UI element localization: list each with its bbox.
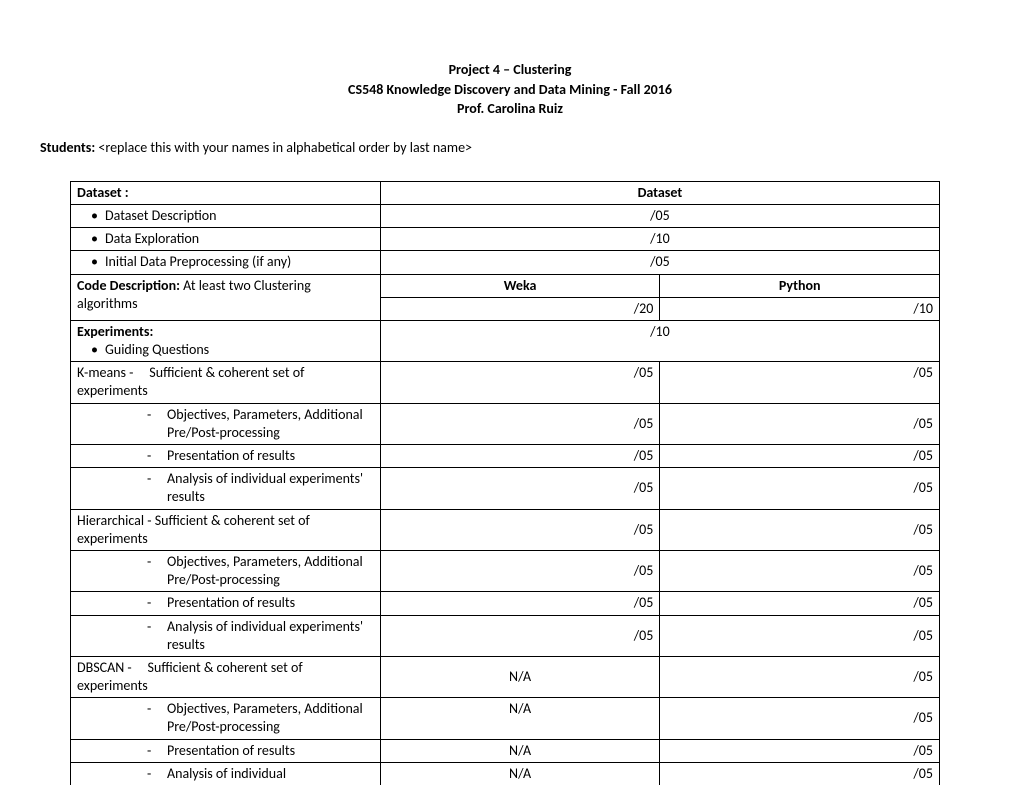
dbscan-sufficient-cell: DBSCAN - Sufficient & coherent set of ex… <box>71 656 381 697</box>
table-row: Objectives, Parameters, Additional Pre/P… <box>71 403 940 444</box>
score-cell: /05 <box>660 468 940 509</box>
table-row: Analysis of individual experiments' resu… <box>71 615 940 656</box>
score-cell: /05 <box>660 445 940 468</box>
dbscan-presentation-cell: Presentation of results <box>71 739 381 762</box>
rubric-table: Dataset : Dataset Dataset Description /0… <box>70 181 940 785</box>
experiments-cell: Experiments: Guiding Questions <box>71 320 381 361</box>
code-desc-cell: Code Description: At least two Clusterin… <box>71 274 381 320</box>
score-cell: /05 <box>660 615 940 656</box>
na-cell: N/A <box>380 762 660 785</box>
score-cell: /05 <box>660 762 940 785</box>
dbscan-objectives-cell: Objectives, Parameters, Additional Pre/P… <box>71 698 381 739</box>
table-row: Data Exploration /10 <box>71 228 940 251</box>
weka-header-cell: Weka <box>380 274 660 297</box>
page-header: Project 4 – Clustering CS548 Knowledge D… <box>40 60 980 119</box>
score-cell: /05 <box>660 698 940 739</box>
table-row: Dataset Description /05 <box>71 204 940 227</box>
python-header-cell: Python <box>660 274 940 297</box>
table-row: Dataset : Dataset <box>71 181 940 204</box>
score-cell: /10 <box>660 297 940 320</box>
kmeans-presentation-cell: Presentation of results <box>71 445 381 468</box>
professor-name: Prof. Carolina Ruiz <box>40 99 980 119</box>
na-cell: N/A <box>380 656 660 697</box>
dbscan-analysis-cell: Analysis of individual <box>71 762 381 785</box>
score-cell: /05 <box>380 468 660 509</box>
table-row: K-means - Sufficient & coherent set of e… <box>71 362 940 403</box>
table-row: Analysis of individual N/A /05 <box>71 762 940 785</box>
table-row: DBSCAN - Sufficient & coherent set of ex… <box>71 656 940 697</box>
table-row: Code Description: At least two Clusterin… <box>71 274 940 297</box>
data-exploration-cell: Data Exploration <box>71 228 381 251</box>
table-row: Hierarchical - Sufficient & coherent set… <box>71 509 940 550</box>
score-cell: /20 <box>380 297 660 320</box>
hierarchical-objectives-cell: Objectives, Parameters, Additional Pre/P… <box>71 550 381 591</box>
hierarchical-analysis-cell: Analysis of individual experiments' resu… <box>71 615 381 656</box>
hierarchical-sufficient-cell: Hierarchical - Sufficient & coherent set… <box>71 509 381 550</box>
dataset-label-cell: Dataset : <box>71 181 381 204</box>
table-row: Objectives, Parameters, Additional Pre/P… <box>71 550 940 591</box>
score-cell: /05 <box>660 403 940 444</box>
score-cell: /05 <box>660 656 940 697</box>
table-row: Objectives, Parameters, Additional Pre/P… <box>71 698 940 739</box>
kmeans-analysis-cell: Analysis of individual experiments' resu… <box>71 468 381 509</box>
score-cell: /05 <box>660 739 940 762</box>
table-row: Initial Data Preprocessing (if any) /05 <box>71 251 940 274</box>
score-cell: /05 <box>660 509 940 550</box>
initial-preprocessing-cell: Initial Data Preprocessing (if any) <box>71 251 381 274</box>
score-cell: /05 <box>380 509 660 550</box>
na-cell: N/A <box>380 698 660 739</box>
students-placeholder: <replace this with your names in alphabe… <box>98 139 472 156</box>
table-row: Presentation of results /05 /05 <box>71 445 940 468</box>
students-line: Students: <replace this with your names … <box>40 139 980 156</box>
students-label: Students: <box>40 139 95 156</box>
score-cell: /05 <box>380 204 939 227</box>
table-row: Analysis of individual experiments' resu… <box>71 468 940 509</box>
score-cell: /05 <box>660 362 940 403</box>
score-cell: /05 <box>380 592 660 615</box>
project-title: Project 4 – Clustering <box>40 60 980 80</box>
dataset-desc-cell: Dataset Description <box>71 204 381 227</box>
score-cell: /10 <box>380 320 939 361</box>
score-cell: /05 <box>660 592 940 615</box>
score-cell: /05 <box>380 445 660 468</box>
score-cell: /05 <box>380 550 660 591</box>
dataset-header-cell: Dataset <box>380 181 939 204</box>
table-row: Presentation of results /05 /05 <box>71 592 940 615</box>
table-row: Presentation of results N/A /05 <box>71 739 940 762</box>
score-cell: /05 <box>380 251 939 274</box>
na-cell: N/A <box>380 739 660 762</box>
score-cell: /05 <box>380 615 660 656</box>
course-title: CS548 Knowledge Discovery and Data Minin… <box>40 80 980 100</box>
score-cell: /05 <box>380 403 660 444</box>
score-cell: /05 <box>660 550 940 591</box>
kmeans-objectives-cell: Objectives, Parameters, Additional Pre/P… <box>71 403 381 444</box>
score-cell: /05 <box>380 362 660 403</box>
hierarchical-presentation-cell: Presentation of results <box>71 592 381 615</box>
table-row: Experiments: Guiding Questions /10 <box>71 320 940 361</box>
kmeans-sufficient-cell: K-means - Sufficient & coherent set of e… <box>71 362 381 403</box>
score-cell: /10 <box>380 228 939 251</box>
